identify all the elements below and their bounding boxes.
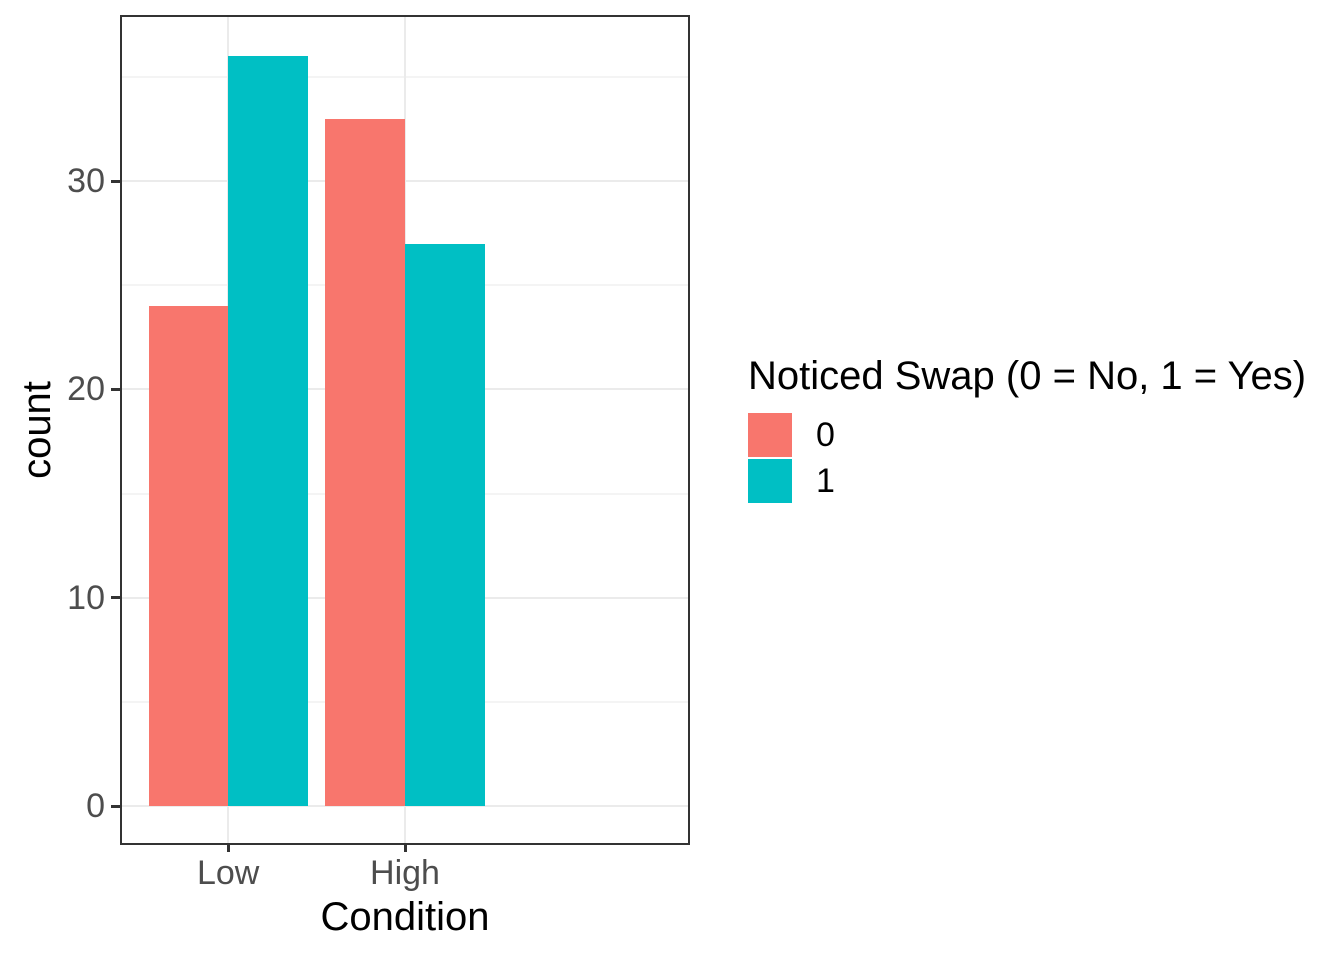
y-tick-label: 0 — [86, 787, 105, 825]
bar-low-1 — [228, 56, 308, 806]
y-axis-tick — [111, 179, 120, 183]
x-axis-tick — [403, 843, 407, 852]
bar-high-1 — [405, 243, 485, 806]
y-axis-tick — [111, 387, 120, 391]
x-tick-label: High — [370, 854, 440, 892]
legend: Noticed Swap (0 = No, 1 = Yes) 0 1 — [748, 352, 1338, 504]
x-axis-tick — [226, 843, 230, 852]
bar-low-0 — [148, 306, 229, 806]
y-axis-title: count — [15, 381, 59, 479]
legend-item: 1 — [748, 458, 1338, 504]
y-tick-label: 20 — [67, 370, 105, 409]
legend-title: Noticed Swap (0 = No, 1 = Yes) — [748, 354, 1307, 398]
x-tick-label: Low — [196, 854, 260, 892]
y-axis-tick — [111, 596, 120, 600]
y-tick-label: 30 — [67, 162, 105, 201]
y-axis-tick — [111, 804, 120, 808]
plot-panel — [120, 15, 690, 845]
legend-items: 0 1 — [748, 412, 1338, 504]
legend-key-swatch-0 — [748, 413, 792, 457]
x-axis-title: Condition — [320, 895, 490, 939]
legend-item-label: 1 — [816, 461, 835, 500]
bar-high-0 — [325, 118, 405, 806]
y-tick-label: 10 — [67, 578, 105, 617]
legend-item-label: 0 — [816, 415, 835, 454]
legend-item: 0 — [748, 412, 1338, 458]
legend-key-swatch-1 — [748, 459, 792, 503]
